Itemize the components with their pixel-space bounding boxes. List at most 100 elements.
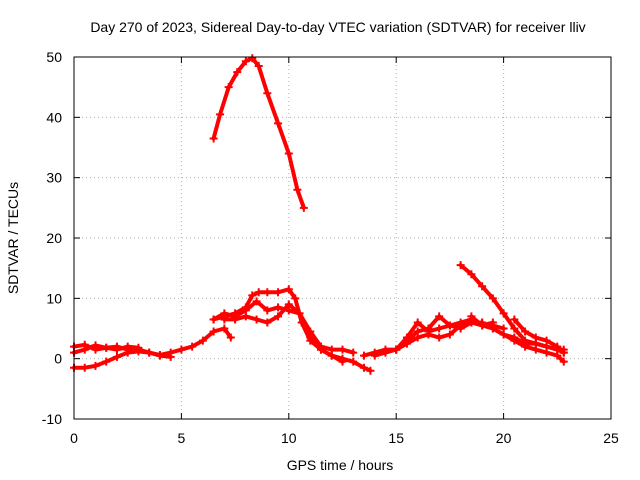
data-point [241, 57, 250, 66]
data-point [370, 351, 379, 360]
data-point [254, 288, 263, 297]
axis-ticks [73, 56, 612, 420]
data-point [295, 309, 304, 318]
data-point [499, 309, 508, 318]
data-point [488, 294, 497, 303]
x-tick-labels: 0 5 10 15 20 25 [70, 430, 619, 446]
data-point [188, 342, 197, 351]
data-point [445, 321, 454, 330]
data-point [478, 282, 487, 291]
data-point [338, 357, 347, 366]
data-point [327, 351, 336, 360]
data-point [559, 348, 568, 357]
data-point [134, 343, 143, 352]
data-point [291, 294, 300, 303]
y-tick-labels: -10 0 10 20 30 40 50 [42, 49, 62, 427]
series-arc-d [211, 287, 373, 373]
data-point [413, 327, 422, 336]
data-point [220, 315, 229, 324]
data-point [274, 119, 283, 128]
data-point [338, 345, 347, 354]
data-point [317, 345, 326, 354]
y-tick-label: 50 [46, 49, 62, 65]
series-arc-high [211, 56, 306, 210]
x-tick-label: 20 [496, 430, 512, 446]
data-point [248, 54, 257, 63]
y-axis-label: SDTVAR / TECUs [5, 182, 21, 294]
data-point [91, 361, 100, 370]
data-point [306, 333, 315, 342]
data-point [456, 324, 465, 333]
data-point [112, 352, 121, 361]
data-point [435, 333, 444, 342]
data-point [102, 343, 111, 352]
data-point [80, 345, 89, 354]
data-point [521, 327, 530, 336]
data-point [224, 83, 233, 92]
y-tick-label: 40 [46, 109, 62, 125]
data-point [531, 333, 540, 342]
data-point [435, 312, 444, 321]
data-point [209, 315, 218, 324]
data-point [274, 288, 283, 297]
data-point [166, 352, 175, 361]
data-point [145, 348, 154, 357]
y-tick-label: -10 [42, 411, 62, 427]
data-point [263, 288, 272, 297]
data-point [456, 261, 465, 270]
x-tick-label: 25 [603, 430, 619, 446]
data-point [274, 303, 283, 312]
data-point [254, 62, 263, 71]
data-point [413, 318, 422, 327]
data-point [521, 339, 530, 348]
data-point [488, 324, 497, 333]
data-point [402, 336, 411, 345]
y-tick-label: 30 [46, 170, 62, 186]
data-point [274, 312, 283, 321]
data-point [80, 363, 89, 372]
data-point [226, 333, 235, 342]
data-point [91, 341, 100, 350]
data-point [177, 345, 186, 354]
data-point [381, 348, 390, 357]
x-tick-label: 15 [388, 430, 404, 446]
data-point [220, 324, 229, 333]
chart-title: Day 270 of 2023, Sidereal Day-to-day VTE… [90, 19, 585, 35]
data-point [123, 342, 132, 351]
grid [74, 57, 611, 419]
data-point [467, 312, 476, 321]
data-point [252, 315, 261, 324]
data-point [263, 306, 272, 315]
data-point [248, 291, 257, 300]
data-point [102, 357, 111, 366]
data-point [263, 318, 272, 327]
data-point [445, 330, 454, 339]
data-point [392, 345, 401, 354]
y-tick-label: 0 [54, 351, 62, 367]
data-point [510, 324, 519, 333]
data-point [263, 89, 272, 98]
x-axis-label: GPS time / hours [287, 457, 394, 473]
data-point [499, 330, 508, 339]
y-tick-label: 10 [46, 290, 62, 306]
data-point [359, 351, 368, 360]
data-point [542, 336, 551, 345]
data-point [209, 327, 218, 336]
data-point [559, 357, 568, 366]
data-point [553, 342, 562, 351]
data-point [349, 357, 358, 366]
y-tick-label: 20 [46, 230, 62, 246]
data-point [510, 315, 519, 324]
data-point [216, 110, 225, 119]
data-point [284, 300, 293, 309]
data-point [155, 351, 164, 360]
data-point [299, 203, 308, 212]
data-point [424, 324, 433, 333]
data-point [284, 285, 293, 294]
data-point [209, 134, 218, 143]
data-point [231, 315, 240, 324]
data-point [510, 333, 519, 342]
data-point [359, 363, 368, 372]
x-tick-label: 5 [178, 430, 186, 446]
